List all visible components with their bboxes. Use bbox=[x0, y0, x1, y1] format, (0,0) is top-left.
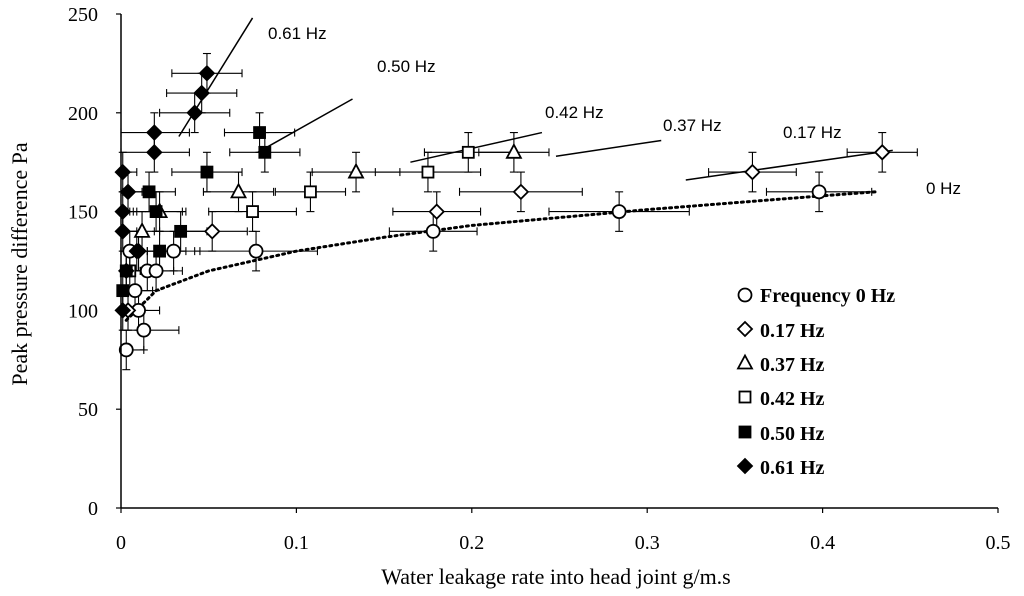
y-tick-label: 100 bbox=[68, 300, 98, 322]
y-tick-label: 250 bbox=[68, 4, 98, 26]
annotation-label-0-37hz: 0.37 Hz bbox=[663, 116, 722, 135]
data-point-0-61-hz bbox=[146, 124, 163, 141]
data-point-0-17-hz bbox=[512, 183, 530, 201]
annotation-line-0-50-hz bbox=[257, 98, 353, 153]
data-point-0-50-hz bbox=[174, 224, 188, 238]
data-point-0-61-hz bbox=[193, 84, 210, 102]
trendlines-layer bbox=[124, 190, 877, 322]
x-axis-title: Water leakage rate into head joint g/m.s bbox=[381, 564, 731, 589]
data-point-0-50-hz bbox=[253, 126, 266, 139]
annotation-label-0-50hz: 0.50 Hz bbox=[377, 57, 436, 76]
x-tick-label: 0 bbox=[116, 532, 126, 554]
legend-label-0-17hz: 0.17 Hz bbox=[760, 320, 825, 342]
legend-marker-0-42-hz bbox=[738, 390, 752, 404]
annotation-label-0-17hz: 0.17 Hz bbox=[783, 123, 842, 142]
y-tick-label: 50 bbox=[78, 399, 98, 421]
data-point-0-37-hz bbox=[347, 162, 365, 179]
data-point-0-61-hz bbox=[186, 104, 203, 122]
annotation-labels-layer: 0.61 Hz 0.50 Hz 0.42 Hz 0.37 Hz 0.17 Hz … bbox=[268, 24, 961, 198]
x-tick-label: 0.3 bbox=[635, 532, 660, 554]
data-point-0-hz bbox=[148, 263, 164, 279]
data-point-0-hz bbox=[127, 283, 143, 299]
data-point-0-61-hz bbox=[128, 242, 146, 260]
y-tick-label: 200 bbox=[68, 103, 98, 125]
annotation-label-0-42hz: 0.42 Hz bbox=[545, 103, 604, 122]
tick-labels-layer: 0 50 100 150 200 250 0 0.1 0.2 0.3 0.4 0.5 bbox=[68, 4, 1011, 554]
data-point-0-37-hz bbox=[133, 221, 151, 238]
data-point-0-37-hz bbox=[505, 142, 523, 159]
annotation-line-0-17-hz bbox=[685, 149, 893, 181]
data-point-0-17-hz bbox=[873, 144, 891, 161]
legend-marker-0-50-hz bbox=[738, 425, 752, 439]
data-point-0-61-hz bbox=[114, 163, 132, 181]
data-point-0-50-hz bbox=[153, 244, 166, 258]
data-point-0-61-hz bbox=[114, 223, 132, 240]
legend-label-0-61hz: 0.61 Hz bbox=[760, 457, 825, 479]
data-point-0-hz bbox=[166, 243, 182, 259]
x-tick-label: 0.2 bbox=[459, 532, 484, 554]
legend-markers bbox=[736, 287, 754, 475]
legend-marker-0-61-hz bbox=[736, 457, 754, 475]
trendline-0hz bbox=[124, 190, 877, 322]
data-point-0-50-hz bbox=[200, 165, 214, 179]
markers-layer bbox=[114, 65, 891, 358]
data-point-0-61-hz bbox=[198, 65, 216, 82]
data-point-0-61-hz bbox=[119, 183, 137, 201]
data-point-0-17-hz bbox=[203, 223, 221, 240]
data-point-0-50-hz bbox=[142, 185, 156, 199]
legend-label-0-42hz: 0.42 Hz bbox=[760, 388, 825, 410]
data-point-0-61-hz bbox=[146, 144, 163, 161]
data-point-0-hz bbox=[611, 204, 627, 220]
data-point-0-hz bbox=[811, 184, 827, 200]
legend-marker-0-37-hz bbox=[736, 353, 754, 370]
data-point-0-17-hz bbox=[428, 203, 445, 220]
data-point-0-42-hz bbox=[461, 145, 475, 159]
data-point-0-hz bbox=[118, 342, 134, 358]
y-tick-label: 150 bbox=[68, 202, 98, 224]
data-point-0-hz bbox=[425, 223, 441, 239]
data-point-0-42-hz bbox=[421, 165, 435, 179]
y-tick-label: 0 bbox=[88, 498, 98, 520]
data-point-0-hz bbox=[136, 322, 152, 338]
data-point-0-50-hz bbox=[149, 205, 163, 219]
legend-label-0-50hz: 0.50 Hz bbox=[760, 423, 825, 445]
data-point-0-17-hz bbox=[744, 163, 761, 181]
data-point-0-42-hz bbox=[304, 185, 317, 199]
axes bbox=[116, 13, 999, 513]
data-point-0-61-hz bbox=[114, 302, 132, 319]
data-point-0-37-hz bbox=[230, 182, 248, 199]
annotation-label-0hz: 0 Hz bbox=[926, 179, 961, 198]
annotation-line-0-37-hz bbox=[555, 139, 662, 158]
legend-marker-0-17-hz bbox=[736, 320, 754, 338]
legend-label-0-37hz: 0.37 Hz bbox=[760, 354, 825, 376]
data-point-0-42-hz bbox=[246, 205, 259, 219]
annotation-label-0-61hz: 0.61 Hz bbox=[268, 24, 327, 43]
data-point-0-50-hz bbox=[258, 145, 272, 159]
annotation-line-0-42-hz bbox=[410, 131, 543, 163]
data-point-0-50-hz bbox=[116, 284, 130, 298]
x-tick-label: 0.1 bbox=[284, 532, 309, 554]
y-axis-title: Peak pressure difference Pa bbox=[7, 142, 32, 386]
data-point-0-61-hz bbox=[114, 203, 132, 220]
legend-label-0hz: Frequency 0 Hz bbox=[760, 285, 895, 307]
x-tick-label: 0.5 bbox=[986, 532, 1011, 554]
data-point-0-hz bbox=[248, 243, 264, 259]
legend: Frequency 0 Hz 0.17 Hz 0.37 Hz 0.42 Hz 0… bbox=[760, 285, 895, 479]
x-tick-label: 0.4 bbox=[810, 532, 835, 554]
legend-marker-0-hz bbox=[737, 287, 753, 303]
